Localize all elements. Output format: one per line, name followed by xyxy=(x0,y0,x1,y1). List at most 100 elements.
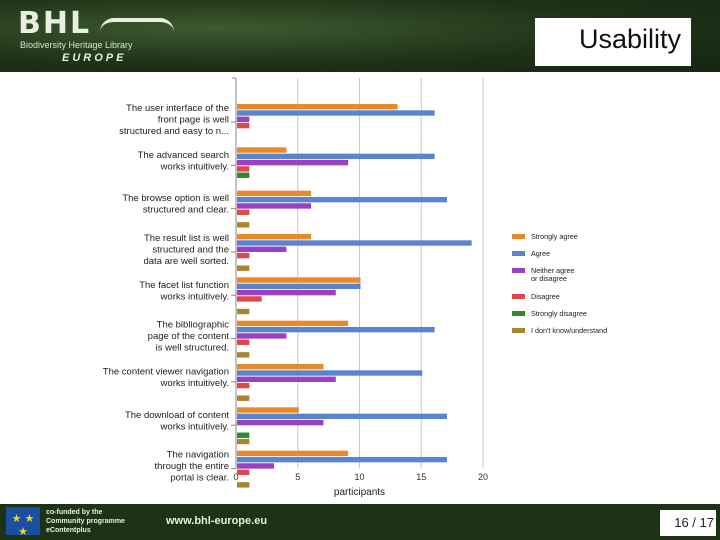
legend-swatch xyxy=(512,251,525,256)
footer-bar: ★ ★ ★ co-funded by the Community program… xyxy=(0,504,720,540)
category-label: The browse option is well xyxy=(122,193,229,204)
page-number-box: 16 / 17 xyxy=(660,510,716,536)
legend-swatch xyxy=(512,311,525,316)
category-label: structured and the xyxy=(152,245,229,256)
usability-chart: 0 5 10 15 20 The user interface of the front p… xyxy=(100,74,630,500)
page-title: Usability xyxy=(578,24,681,54)
bar xyxy=(237,376,336,382)
bar xyxy=(237,456,447,463)
bar xyxy=(237,283,361,290)
category-label: The facet list function xyxy=(139,280,229,291)
funding-line: Community programme xyxy=(46,518,125,525)
bar xyxy=(237,395,250,401)
category-label: front page is well xyxy=(158,115,229,126)
category-label: data are well sorted. xyxy=(143,256,229,267)
x-axis-label: participants xyxy=(334,487,385,498)
bar xyxy=(237,364,324,370)
bar xyxy=(237,110,435,116)
eu-stars-icon: ★ ★ ★ xyxy=(11,513,35,538)
category-label: The user interface of the xyxy=(126,103,229,114)
bar xyxy=(237,413,447,420)
legend-label: or disagree xyxy=(531,274,567,283)
bar xyxy=(237,246,287,252)
legend-label: Neither agree xyxy=(531,266,575,275)
bar xyxy=(237,432,250,438)
bar xyxy=(237,265,250,271)
bar xyxy=(237,104,398,110)
legend-swatch xyxy=(512,268,525,273)
bar xyxy=(237,407,299,413)
bar xyxy=(237,240,472,246)
bar xyxy=(237,277,361,283)
legend-label: Agree xyxy=(531,249,550,258)
bar xyxy=(237,153,435,160)
category-label: The navigation xyxy=(167,450,229,461)
page-number: 16 / 17 xyxy=(674,515,714,530)
category-label: works intuitively. xyxy=(160,378,229,389)
bar xyxy=(237,190,312,197)
bar xyxy=(237,159,349,166)
title-box: Usability xyxy=(535,18,691,66)
bar xyxy=(237,370,423,376)
bar xyxy=(237,339,250,345)
bar xyxy=(237,196,447,203)
bhl-logo[interactable]: BHL xyxy=(18,6,92,41)
logo-swoosh-icon xyxy=(100,18,174,32)
category-label: The result list is well xyxy=(144,233,229,244)
category-label: structured and clear. xyxy=(143,205,229,216)
bar xyxy=(237,289,336,296)
bar xyxy=(237,252,250,259)
bar xyxy=(237,469,250,475)
bar xyxy=(237,166,250,172)
bar xyxy=(237,116,250,122)
bar xyxy=(237,333,287,339)
category-label: works intuitively. xyxy=(160,421,229,432)
funding-line: eContentplus xyxy=(46,527,91,534)
bar xyxy=(237,203,312,209)
bar xyxy=(237,296,262,302)
bar xyxy=(237,438,250,445)
category-label: is well structured. xyxy=(156,343,229,354)
bar xyxy=(237,463,275,469)
funding-line: co-funded by the xyxy=(46,509,103,516)
bar xyxy=(237,209,250,215)
bar xyxy=(237,320,349,327)
x-tick-label: 5 xyxy=(295,472,300,482)
bar xyxy=(237,147,287,153)
x-tick-label: 0 xyxy=(233,472,238,482)
bar xyxy=(237,234,312,240)
category-label: works intuitively. xyxy=(160,161,229,172)
legend-swatch xyxy=(512,294,525,299)
legend-swatch xyxy=(512,328,525,333)
bar xyxy=(237,308,250,315)
category-label: portal is clear. xyxy=(170,473,229,484)
bar xyxy=(237,352,250,358)
legend-label: Strongly agree xyxy=(531,232,578,241)
x-tick-label: 20 xyxy=(478,472,488,482)
x-tick-label: 10 xyxy=(354,472,364,482)
bar xyxy=(237,122,250,129)
category-label: works intuitively. xyxy=(160,291,229,302)
bar xyxy=(237,222,250,228)
logo-region: EUROPE xyxy=(62,52,127,64)
eu-flag-icon: ★ ★ ★ xyxy=(6,507,40,538)
bar xyxy=(237,326,435,333)
x-tick-label: 15 xyxy=(416,472,426,482)
legend-label: I don't know/understand xyxy=(531,326,607,335)
bar xyxy=(237,382,250,389)
bar xyxy=(237,482,250,488)
logo-subtitle: Biodiversity Heritage Library xyxy=(20,40,133,50)
legend-label: Strongly disagree xyxy=(531,309,587,318)
category-label: The content viewer navigation xyxy=(103,367,229,378)
bar xyxy=(237,450,349,457)
category-label: through the entire xyxy=(155,461,229,472)
funding-note: co-funded by the Community programme eCo… xyxy=(46,508,125,535)
legend-swatch xyxy=(512,234,525,239)
bar xyxy=(237,172,250,178)
site-url-link[interactable]: www.bhl-europe.eu xyxy=(166,515,268,527)
bar xyxy=(237,419,324,426)
category-label: The advanced search xyxy=(138,150,229,161)
category-label: page of the content xyxy=(148,331,230,342)
category-label: The download of content xyxy=(125,410,229,421)
